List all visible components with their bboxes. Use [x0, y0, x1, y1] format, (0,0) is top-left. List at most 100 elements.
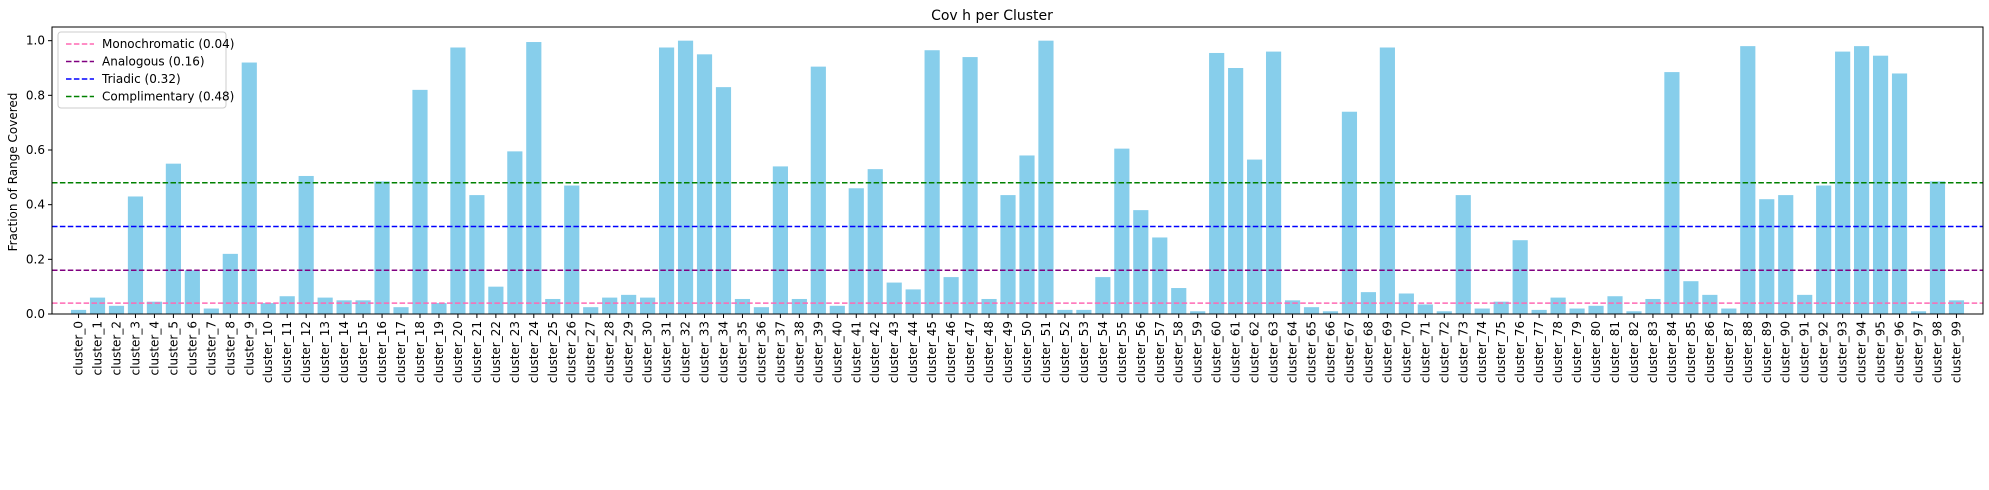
x-tick-label: cluster_75 — [1494, 321, 1508, 383]
bar-cluster_67 — [1341, 111, 1358, 314]
bar-cluster_58 — [1171, 288, 1187, 314]
x-tick-label: cluster_55 — [1115, 321, 1129, 383]
x-tick-label: cluster_48 — [982, 321, 996, 383]
bar-cluster_83 — [1645, 298, 1661, 314]
x-tick-label: cluster_94 — [1855, 321, 1869, 383]
x-tick-label: cluster_84 — [1665, 321, 1679, 383]
x-tick-label: cluster_17 — [394, 321, 408, 383]
plot-frame — [51, 26, 1984, 315]
x-tick-label: cluster_82 — [1627, 321, 1641, 383]
bar-cluster_49 — [1000, 195, 1016, 314]
bar-cluster_51 — [1038, 40, 1054, 315]
bar-cluster_41 — [848, 188, 864, 314]
x-tick-label: cluster_60 — [1210, 321, 1224, 383]
bar-cluster_38 — [791, 298, 807, 314]
bar-cluster_98 — [1929, 181, 1946, 314]
y-tick-label: 0.6 — [26, 143, 45, 157]
bar-cluster_5 — [165, 163, 181, 314]
x-tick-label: cluster_89 — [1760, 321, 1774, 383]
x-tick-label: cluster_8 — [223, 321, 237, 375]
x-tick-label: cluster_40 — [830, 321, 844, 383]
x-tick-label: cluster_38 — [792, 321, 806, 383]
bar-cluster_97 — [1910, 311, 1927, 314]
x-tick-label: cluster_5 — [166, 321, 180, 375]
bar-cluster_44 — [905, 289, 921, 314]
x-tick-label: cluster_33 — [698, 321, 712, 383]
bar-cluster_27 — [583, 307, 599, 314]
bar-cluster_48 — [981, 298, 997, 314]
bar-cluster_23 — [507, 151, 523, 314]
bar-cluster_29 — [621, 294, 637, 314]
x-tick-label: cluster_52 — [1058, 321, 1072, 383]
bar-cluster_28 — [602, 297, 618, 314]
x-tick-label: cluster_90 — [1779, 321, 1793, 383]
bar-cluster_11 — [279, 296, 295, 314]
bar-cluster_19 — [431, 303, 447, 314]
bar-cluster_4 — [146, 301, 163, 314]
bar-cluster_73 — [1455, 195, 1471, 314]
x-tick-label: cluster_6 — [185, 321, 199, 375]
y-ticks: 0.0 0.2 0.4 0.6 0.8 1.0 — [26, 34, 52, 321]
bar-cluster_94 — [1854, 46, 1870, 314]
x-tick-label: cluster_35 — [735, 321, 749, 383]
x-tick-label: cluster_44 — [906, 321, 920, 383]
x-tick-label: cluster_78 — [1551, 321, 1565, 383]
x-tick-label: cluster_43 — [887, 321, 901, 383]
bar-cluster_36 — [753, 307, 770, 314]
bar-cluster_1 — [89, 297, 106, 314]
x-tick-label: cluster_81 — [1608, 321, 1622, 383]
bar-cluster_76 — [1512, 240, 1528, 314]
bar-cluster_88 — [1740, 46, 1756, 314]
bar-cluster_3 — [127, 196, 144, 314]
x-tick-label: cluster_76 — [1513, 321, 1527, 383]
bar-cluster_78 — [1550, 297, 1566, 314]
bar-cluster_43 — [886, 282, 902, 314]
x-tick-label: cluster_22 — [489, 321, 503, 383]
x-tick-label: cluster_79 — [1570, 321, 1584, 383]
bar-cluster_47 — [962, 57, 978, 314]
y-tick-label: 0.4 — [26, 198, 45, 212]
bar-cluster_13 — [317, 297, 333, 314]
bar-cluster_25 — [545, 298, 561, 314]
bar-cluster_74 — [1474, 308, 1490, 314]
bar-cluster_54 — [1095, 277, 1111, 314]
x-tick-label: cluster_67 — [1342, 321, 1356, 383]
x-tick-label: cluster_71 — [1418, 321, 1432, 383]
bar-cluster_65 — [1303, 307, 1320, 314]
x-tick-label: cluster_62 — [1248, 321, 1262, 383]
bar-cluster_52 — [1057, 309, 1073, 314]
x-tick-label: cluster_53 — [1077, 321, 1091, 383]
x-tick-label: cluster_25 — [546, 321, 560, 383]
x-tick-label: cluster_12 — [299, 321, 313, 383]
bar-cluster_55 — [1114, 148, 1130, 314]
y-tick-label: 0.8 — [26, 88, 45, 102]
x-tick-label: cluster_9 — [242, 321, 256, 375]
bar-cluster_79 — [1569, 308, 1585, 314]
x-tick-label: cluster_66 — [1323, 321, 1337, 383]
bar-cluster_6 — [184, 270, 200, 314]
x-tick-label: cluster_50 — [1020, 321, 1034, 383]
bar-cluster_10 — [260, 303, 276, 314]
x-tick-label: cluster_32 — [679, 321, 693, 383]
reference-lines — [52, 182, 1983, 304]
x-tick-label: cluster_13 — [318, 321, 332, 383]
x-tick-label: cluster_99 — [1949, 321, 1963, 383]
bar-cluster_56 — [1133, 210, 1149, 314]
x-tick-label: cluster_91 — [1798, 321, 1812, 383]
x-tick-label: cluster_98 — [1930, 321, 1944, 383]
x-tick-label: cluster_69 — [1380, 321, 1394, 383]
x-tick-label: cluster_80 — [1589, 321, 1603, 383]
y-axis-label: Fraction of Range Covered — [6, 93, 20, 252]
x-tick-label: cluster_1 — [91, 321, 105, 375]
bar-cluster_62 — [1247, 159, 1263, 314]
bar-cluster_89 — [1759, 199, 1775, 314]
x-tick-label: cluster_28 — [603, 321, 617, 383]
bar-cluster_9 — [241, 62, 257, 314]
x-tick-label: cluster_26 — [565, 321, 579, 383]
bar-cluster_37 — [772, 166, 788, 314]
bar-cluster_26 — [564, 185, 580, 314]
x-tick-label: cluster_68 — [1361, 321, 1375, 383]
x-tick-label: cluster_11 — [280, 321, 294, 383]
bar-cluster_87 — [1721, 308, 1737, 314]
x-tick-label: cluster_29 — [622, 321, 636, 383]
